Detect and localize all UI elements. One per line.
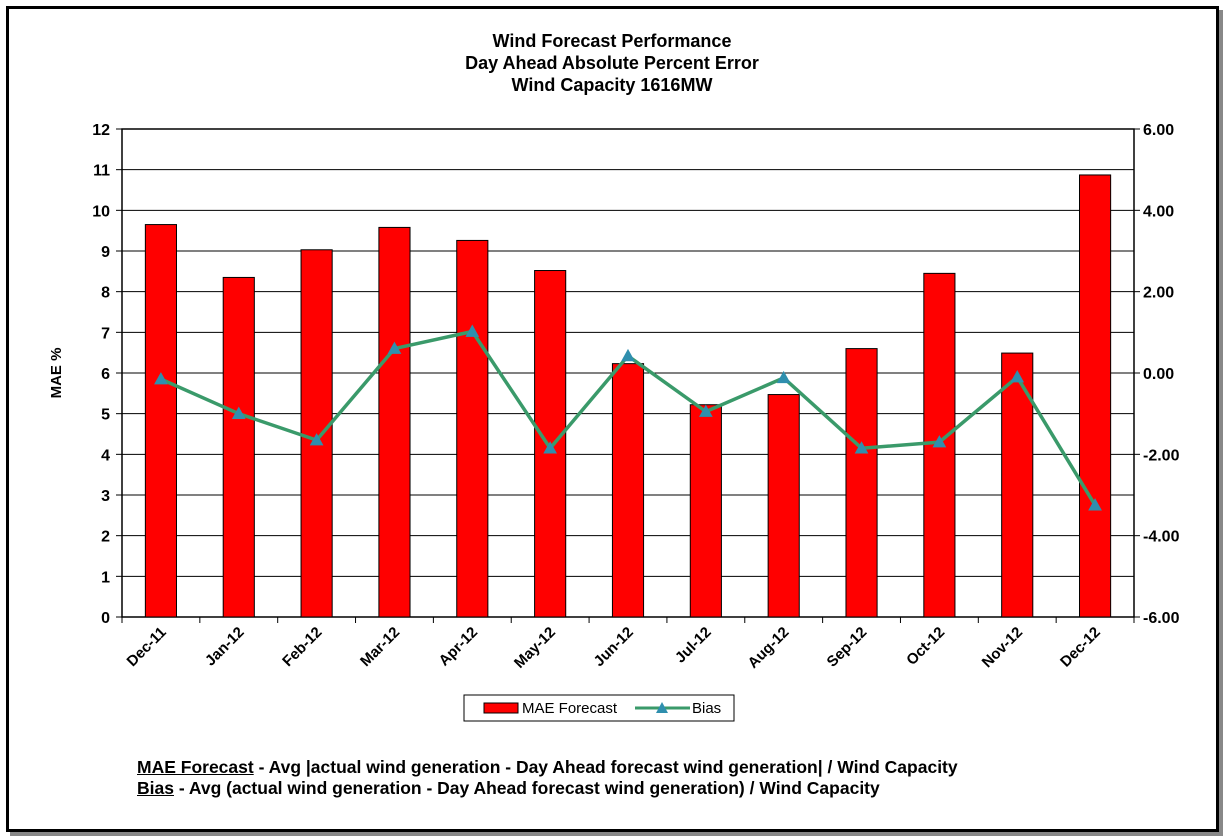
bias-point-jan-12: [231, 406, 246, 419]
mae-definition: MAE Forecast - Avg |actual wind generati…: [137, 757, 958, 778]
x-tick-label: Jan-12: [202, 624, 248, 670]
x-tick-label: Aug-12: [745, 624, 793, 672]
left-tick-label: 9: [101, 244, 110, 261]
x-tick-label: Nov-12: [979, 624, 1026, 671]
x-tick-label: Dec-11: [124, 624, 170, 670]
left-tick-label: 5: [101, 407, 110, 424]
bias-point-oct-12: [932, 435, 947, 448]
x-tick-label: Feb-12: [279, 624, 325, 670]
x-tick-label: Oct-12: [903, 624, 948, 669]
bar-mae-jul-12: [689, 404, 722, 618]
bias-point-may-12: [543, 441, 558, 454]
right-tick-label: 2.00: [1143, 285, 1174, 302]
bias-point-jul-12: [698, 404, 713, 417]
bias-point-nov-12: [1010, 370, 1025, 383]
x-tick-label: Jul-12: [672, 624, 715, 667]
chart-title-line-3: Wind Capacity 1616MW: [512, 75, 713, 95]
bias-definition-text: - Avg (actual wind generation - Day Ahea…: [173, 778, 880, 798]
legend-label-mae: MAE Forecast: [522, 700, 618, 717]
right-tick-label: 0.00: [1143, 366, 1174, 383]
bar-mae-jan-12: [222, 276, 255, 618]
left-tick-label: 4: [101, 447, 110, 464]
left-tick-label: 1: [101, 569, 110, 586]
x-tick-label: Sep-12: [824, 624, 871, 671]
left-tick-label: 0: [101, 610, 110, 627]
left-tick-label: 7: [101, 325, 110, 342]
left-tick-label: 11: [93, 163, 110, 180]
bar-mae-dec-12: [1079, 174, 1112, 618]
left-tick-label: 10: [92, 203, 110, 220]
left-tick-label: 2: [101, 529, 110, 546]
legend-marker-bias: [656, 702, 668, 713]
x-tick-label: May-12: [511, 624, 559, 672]
left-tick-label: 8: [101, 285, 110, 302]
x-tick-label: Apr-12: [436, 624, 482, 670]
legend-label-bias: Bias: [692, 700, 721, 717]
y-axis-label: MAE %: [48, 348, 65, 399]
legend-swatch-mae: [483, 702, 519, 714]
bias-definition: Bias - Avg (actual wind generation - Day…: [137, 778, 958, 799]
right-tick-label: -4.00: [1143, 529, 1180, 546]
left-tick-label: 6: [101, 366, 110, 383]
bias-point-apr-12: [465, 324, 480, 337]
bias-point-feb-12: [309, 433, 324, 446]
legend: MAE Forecast Bias: [463, 694, 735, 722]
x-tick-label: Mar-12: [357, 624, 403, 670]
right-tick-label: 6.00: [1143, 122, 1174, 139]
bias-term: Bias: [137, 778, 174, 798]
bias-point-dec-11: [154, 372, 168, 385]
right-tick-label: 4.00: [1143, 203, 1174, 220]
x-tick-label: Jun-12: [591, 624, 637, 670]
right-tick-label: -6.00: [1143, 610, 1180, 627]
chart-frame: Wind Forecast Performance Day Ahead Absol…: [6, 6, 1219, 832]
bar-mae-jun-12: [611, 363, 645, 618]
mae-definition-text: - Avg |actual wind generation - Day Ahea…: [253, 757, 958, 777]
bar-mae-dec-11: [144, 224, 177, 618]
mae-term: MAE Forecast: [137, 757, 254, 777]
right-tick-label: -2.00: [1143, 447, 1180, 464]
bias-point-mar-12: [387, 341, 402, 354]
bias-point-dec-12: [1088, 498, 1102, 511]
bias-point-sep-12: [854, 441, 869, 454]
chart-title-line-1: Wind Forecast Performance: [493, 31, 732, 51]
bar-mae-apr-12: [456, 239, 489, 618]
x-tick-label: Dec-12: [1057, 624, 1104, 671]
definitions-note: MAE Forecast - Avg |actual wind generati…: [137, 757, 958, 799]
chart-title-line-2: Day Ahead Absolute Percent Error: [465, 53, 759, 73]
left-tick-label: 3: [101, 488, 110, 505]
bar-mae-sep-12: [845, 348, 878, 618]
bias-point-aug-12: [776, 370, 791, 384]
left-tick-label: 12: [92, 122, 110, 139]
bar-mae-mar-12: [378, 226, 411, 618]
bias-point-jun-12: [621, 348, 635, 362]
bar-mae-aug-12: [767, 394, 800, 618]
